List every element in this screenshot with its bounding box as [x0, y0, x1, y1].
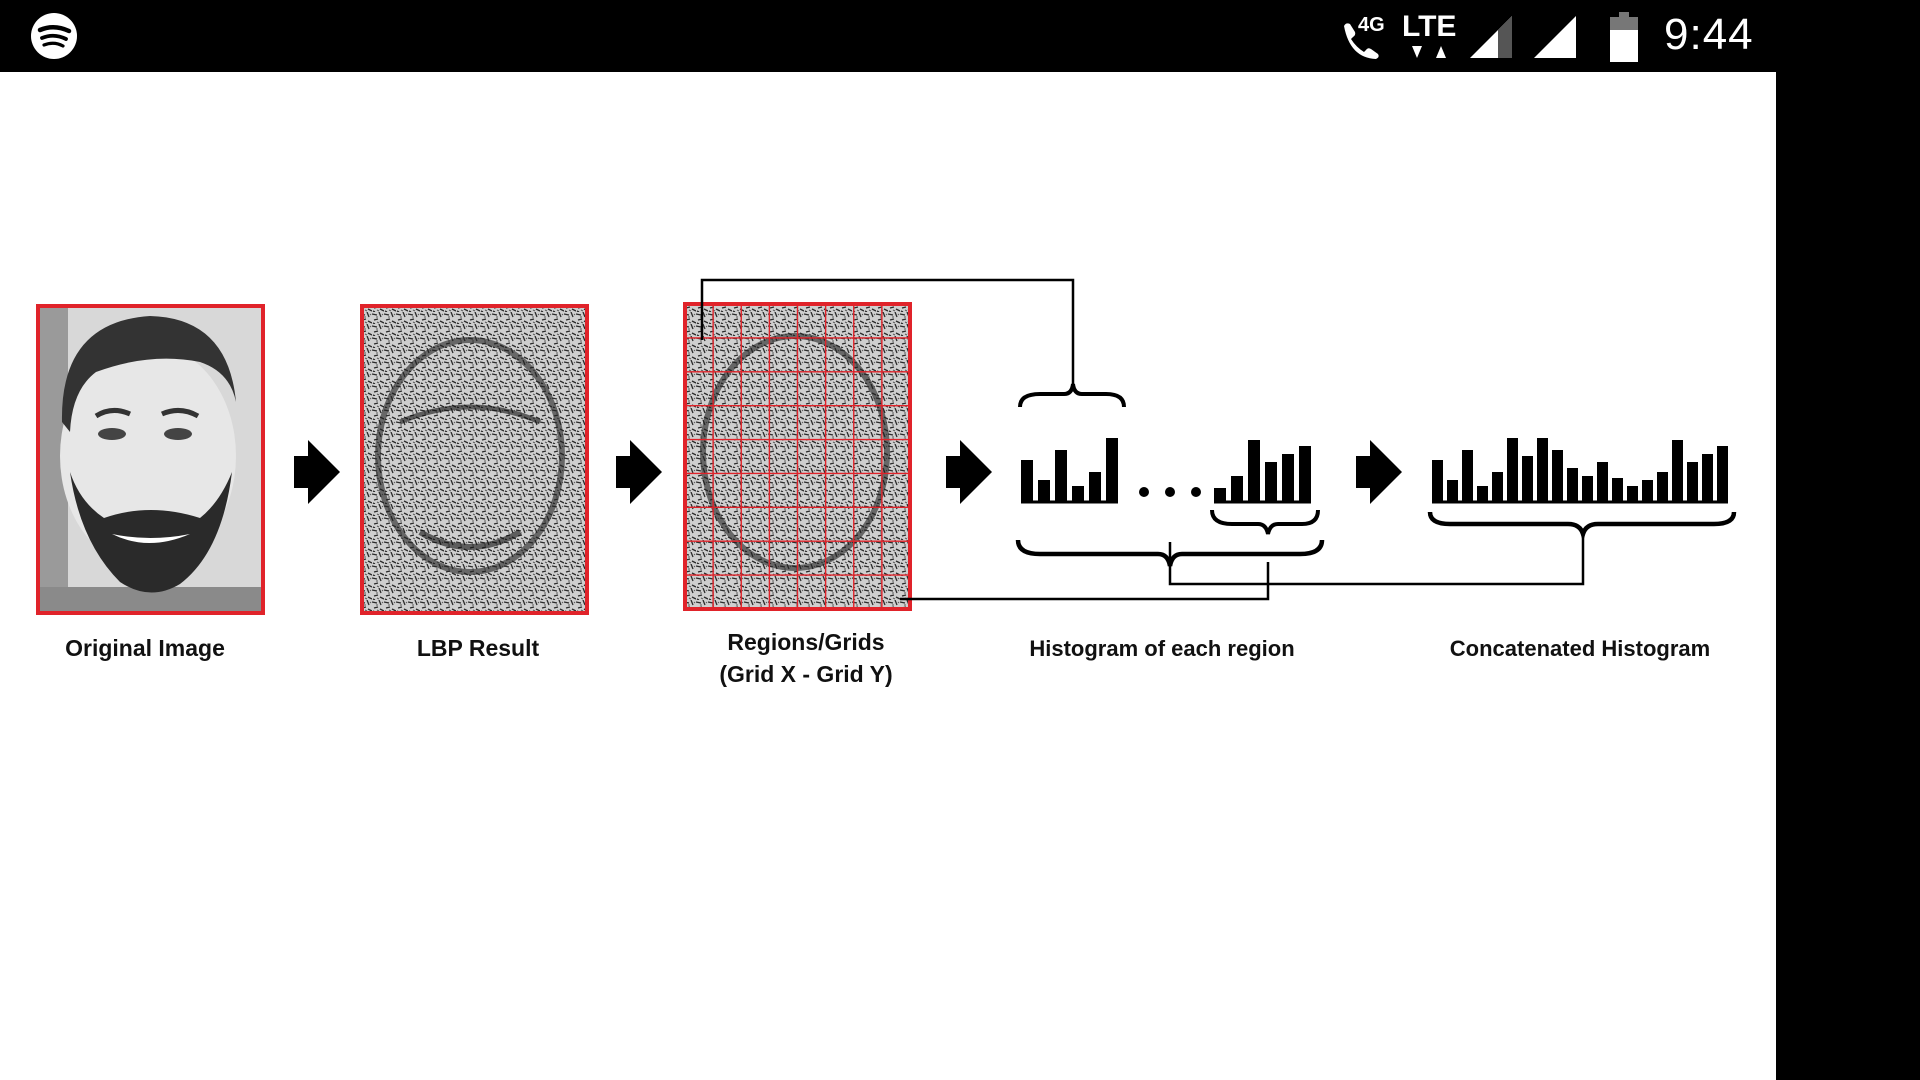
histogram-bar: [1582, 476, 1593, 502]
histogram-bar: [1627, 486, 1638, 502]
histogram-bar: [1492, 472, 1503, 502]
brace-concatenated: [1427, 511, 1737, 542]
histogram-first: [1021, 438, 1118, 504]
brace-all: [1015, 539, 1325, 567]
arrow-icon: [1356, 440, 1402, 504]
histogram-bar: [1567, 468, 1578, 502]
histogram-bar: [1477, 486, 1488, 502]
histogram-bar: [1265, 462, 1277, 502]
lbp-result-image: [360, 304, 589, 615]
histogram-bar: [1106, 438, 1118, 502]
histogram-bar: [1214, 488, 1226, 502]
battery-icon: [1610, 12, 1638, 62]
clock: 9:44: [1664, 10, 1754, 59]
histogram-bar: [1657, 472, 1668, 502]
arrow-icon: [946, 440, 992, 504]
histogram-bar: [1055, 450, 1067, 502]
histogram-bar: [1248, 440, 1260, 502]
connector-bottom: [900, 562, 1270, 601]
histogram-bar: [1038, 480, 1050, 502]
histogram-bar: [1072, 486, 1084, 502]
status-bar: 4G LTE 9:44: [0, 0, 1920, 72]
ellipsis-dot: [1165, 487, 1175, 497]
label-original-image: Original Image: [65, 635, 225, 661]
regions-grid-image: [683, 302, 912, 611]
histogram-bar: [1597, 462, 1608, 502]
label-histogram: Histogram of each region: [1029, 636, 1294, 661]
histogram-bar: [1462, 450, 1473, 502]
wifi-call-icon: [1344, 23, 1379, 59]
histogram-last: [1214, 440, 1311, 504]
network-type: LTE: [1402, 10, 1457, 43]
histogram-bar: [1447, 480, 1458, 502]
connector-top: [700, 278, 1075, 384]
arrow-icon: [616, 440, 662, 504]
histogram-bar: [1702, 454, 1713, 502]
label-regions-line1: Regions/Grids: [727, 629, 884, 655]
navigation-bar: [1776, 0, 1920, 1080]
label-lbp-result: LBP Result: [417, 635, 540, 661]
signal-strength-icon: [1470, 16, 1512, 58]
lbph-diagram: Original Image LBP Result Regions/Grids …: [36, 278, 1737, 687]
connector-concat: [1168, 532, 1585, 586]
arrow-icon: [294, 440, 340, 504]
original-image: [36, 304, 265, 615]
histogram-bar: [1612, 478, 1623, 502]
histogram-bar: [1507, 438, 1518, 502]
histogram-bar: [1552, 450, 1563, 502]
label-regions-line2: (Grid X - Grid Y): [719, 661, 892, 687]
ellipsis-dot: [1191, 487, 1201, 497]
spotify-icon: [31, 13, 77, 59]
call-badge: 4G: [1358, 14, 1385, 36]
histogram-bar: [1299, 446, 1311, 502]
histogram-bar: [1642, 480, 1653, 502]
histogram-bar: [1717, 446, 1728, 502]
ellipsis-dot: [1139, 487, 1149, 497]
brace-top: [1018, 383, 1126, 408]
histogram-bar: [1021, 460, 1033, 502]
figure-view: Original Image LBP Result Regions/Grids …: [0, 72, 1776, 1080]
signal-strength-icon: [1534, 16, 1576, 58]
lte-data-icon: [1412, 46, 1446, 58]
histogram-bar: [1231, 476, 1243, 502]
histogram-bar: [1687, 462, 1698, 502]
label-concatenated: Concatenated Histogram: [1450, 636, 1710, 661]
brace-last: [1210, 509, 1320, 535]
histogram-concatenated: [1432, 438, 1728, 504]
histogram-bar: [1282, 454, 1294, 502]
histogram-bar: [1089, 472, 1101, 502]
histogram-bar: [1522, 456, 1533, 502]
histogram-bar: [1537, 438, 1548, 502]
histogram-bar: [1432, 460, 1443, 502]
histogram-bar: [1672, 440, 1683, 502]
